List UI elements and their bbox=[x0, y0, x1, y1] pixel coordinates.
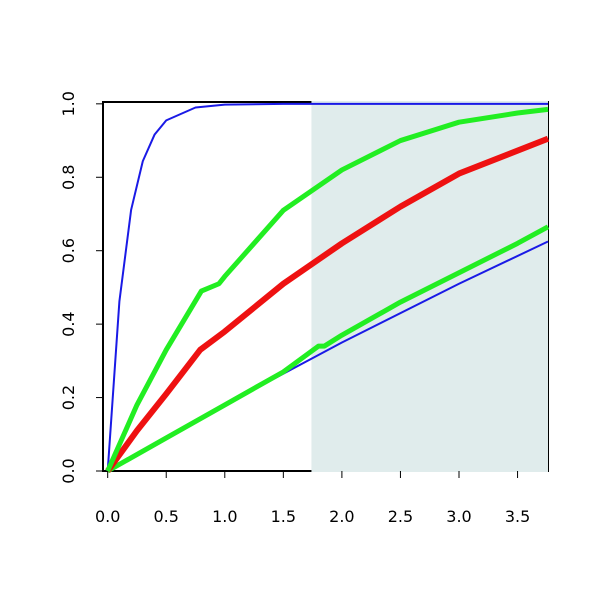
x-tick-label: 2.0 bbox=[329, 507, 354, 526]
x-tick-label: 0.0 bbox=[95, 507, 120, 526]
x-tick-label: 3.5 bbox=[505, 507, 530, 526]
y-tick-label: 0.4 bbox=[59, 311, 78, 336]
line-series bbox=[106, 102, 548, 472]
line-series bbox=[105, 135, 550, 473]
y-tick-label: 0.0 bbox=[59, 458, 78, 483]
y-tick-label: 0.2 bbox=[59, 385, 78, 410]
y-tick-label: 0.6 bbox=[59, 238, 78, 263]
x-tick-label: 2.5 bbox=[388, 507, 413, 526]
x-tick-label: 3.0 bbox=[446, 507, 471, 526]
x-tick-label: 1.5 bbox=[271, 507, 296, 526]
x-tick-label: 1.0 bbox=[212, 507, 237, 526]
y-tick-label: 0.8 bbox=[59, 165, 78, 190]
line-series bbox=[105, 106, 549, 473]
line-series bbox=[106, 224, 550, 474]
x-tick-label: 0.5 bbox=[154, 507, 179, 526]
y-tick-label: 1.0 bbox=[59, 91, 78, 116]
